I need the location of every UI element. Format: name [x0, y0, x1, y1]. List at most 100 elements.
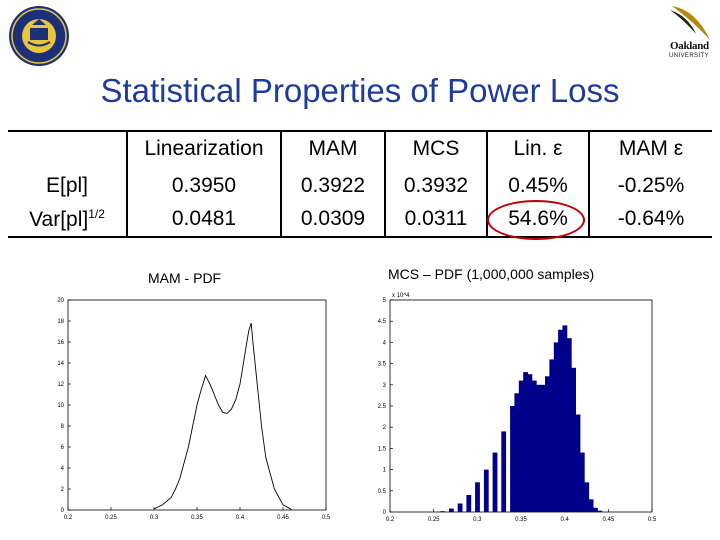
std-mcs: 0.0311 — [404, 207, 468, 230]
mcs-bar-19 — [558, 329, 563, 512]
row-label-std-sup: 1/2 — [88, 207, 105, 221]
mcs-bar-4 — [475, 482, 480, 512]
mcs-ytick-label-5: 2.5 — [378, 404, 387, 410]
mam-xtick-label-3: 0.35 — [191, 515, 203, 521]
mam-ytick-label-1: 2 — [61, 487, 65, 493]
header-mam: MAM — [308, 137, 358, 160]
mcs-bar-14 — [536, 384, 542, 512]
mcs-ytick-label-0: 0 — [383, 510, 387, 516]
mam-pdf-plot: 0.2 0.25 0.3 0.35 0.4 0.45 0.5 0 2 4 6 8 10 12 14 16 18 2… — [57, 298, 331, 521]
mcs-y-multiplier: x 10^4 — [392, 293, 410, 299]
mcs-bar-22 — [571, 367, 576, 512]
mam-ytick-label-6: 12 — [57, 382, 64, 388]
mcs-ytick-label-7: 3.5 — [378, 362, 387, 368]
mcs-xtick-label-2: 0.3 — [473, 517, 482, 523]
mam-xtick-label-1: 0.25 — [105, 515, 117, 521]
mcs-ytick-label-8: 4 — [383, 340, 387, 346]
table-divider-4 — [486, 130, 488, 238]
mcs-bar-16 — [545, 376, 550, 512]
mam-xtick-label-0: 0.2 — [64, 515, 73, 521]
mcs-bar-2 — [457, 503, 463, 512]
mcs-bar-13 — [531, 380, 537, 512]
mam-xtick-label-2: 0.3 — [150, 515, 159, 521]
mcs-pdf-histogram: 0.2 0.25 0.3 0.35 0.4 0.45 0.5 0 0.5 1 1.5 2 2.5 3 3.5… — [378, 293, 657, 523]
mcs-bar-18 — [553, 342, 559, 512]
mam-plot-title: MAM - PDF — [148, 270, 222, 286]
mean-mam-error: -0.25% — [617, 174, 685, 197]
university-seal-logo — [9, 6, 69, 66]
mcs-bar-6 — [492, 452, 498, 512]
mam-ytick-label-3: 6 — [61, 445, 65, 451]
mcs-bar-5 — [483, 469, 489, 512]
mcs-ytick-label-4: 2 — [383, 425, 387, 431]
mcs-bar-27 — [593, 507, 598, 512]
mam-xtick-label-5: 0.45 — [277, 515, 289, 521]
highlight-oval — [487, 200, 585, 240]
row-label-std-base: Var[pl] — [29, 208, 89, 231]
mcs-xtick-label-5: 0.45 — [602, 517, 614, 523]
oakland-university-logo: Oakland UNIVERSITY — [664, 4, 716, 62]
header-linearization: Linearization — [144, 137, 264, 160]
mam-ytick-label-9: 18 — [57, 319, 64, 325]
mcs-xtick-label-1: 0.25 — [428, 517, 440, 523]
mam-ytick-label-7: 14 — [57, 361, 64, 367]
mean-mcs: 0.3932 — [403, 174, 469, 197]
mcs-ytick-label-2: 1 — [383, 468, 387, 474]
logo-word-university: UNIVERSITY — [669, 53, 710, 59]
std-mam-error: -0.64% — [617, 207, 685, 230]
mean-linearization: 0.3950 — [171, 174, 237, 197]
mcs-bar-21 — [566, 338, 572, 512]
mcs-xtick-label-6: 0.5 — [648, 517, 657, 523]
mam-pdf-line — [153, 322, 292, 510]
header-lin-epsilon: Lin. ε — [513, 137, 563, 160]
mcs-bar-23 — [575, 414, 581, 512]
mcs-bar-15 — [540, 384, 546, 512]
mam-xtick-label-4: 0.4 — [236, 515, 245, 521]
std-linearization: 0.0481 — [171, 207, 237, 230]
mcs-ytick-label-6: 3 — [383, 383, 387, 389]
row-label-mean: E[pl] — [45, 174, 89, 197]
table-divider-2 — [280, 130, 282, 238]
mcs-ytick-label-10: 5 — [383, 298, 387, 304]
mcs-xtick-label-0: 0.2 — [386, 517, 395, 523]
mam-ytick-label-10: 20 — [57, 298, 64, 304]
mcs-plot-title: MCS – PDF (1,000,000 samples) — [388, 266, 595, 282]
slide-title: Statistical Properties of Power Loss — [100, 72, 620, 109]
logo-word-oakland: Oakland — [670, 40, 709, 52]
mam-xtick-label-6: 0.5 — [322, 515, 331, 521]
mcs-bar-20 — [562, 325, 568, 512]
mam-ytick-label-4: 8 — [61, 424, 65, 430]
mcs-ytick-label-3: 1.5 — [378, 446, 387, 452]
mean-lin-error: 0.45% — [508, 174, 568, 197]
table-bottom-border — [8, 236, 712, 238]
mcs-bar-25 — [584, 482, 590, 512]
mam-ytick-label-0: 0 — [61, 508, 65, 514]
mcs-bar-12 — [527, 374, 533, 512]
mam-ytick-label-5: 10 — [57, 403, 64, 409]
mcs-bar-0 — [440, 511, 445, 512]
table-divider-5 — [588, 130, 590, 238]
mcs-bar-9 — [514, 393, 520, 512]
mcs-bar-7 — [501, 431, 507, 512]
stats-table: Linearization MAM MCS Lin. ε MAM ε E[pl]… — [0, 130, 720, 240]
header-mam-epsilon: MAM ε — [618, 137, 684, 160]
mcs-bar-1 — [449, 508, 454, 512]
mcs-xtick-label-4: 0.4 — [560, 517, 569, 523]
mcs-bar-10 — [518, 380, 524, 512]
mcs-bar-17 — [549, 359, 555, 512]
mcs-bar-24 — [579, 452, 585, 512]
mcs-bar-11 — [523, 372, 528, 512]
header-mcs: MCS — [412, 137, 460, 160]
mam-ytick-label-8: 16 — [57, 340, 64, 346]
table-divider-3 — [384, 130, 386, 238]
mean-mam: 0.3922 — [300, 174, 366, 197]
mcs-bar-3 — [466, 495, 472, 512]
mcs-bar-26 — [588, 499, 594, 512]
mcs-xtick-label-3: 0.35 — [515, 517, 527, 523]
mam-ytick-label-2: 4 — [61, 466, 65, 472]
mcs-ytick-label-9: 4.5 — [378, 319, 387, 325]
sail-icon — [670, 6, 710, 40]
table-divider-1 — [126, 130, 128, 238]
table-top-border — [8, 130, 712, 132]
mcs-bar-28 — [597, 510, 603, 512]
